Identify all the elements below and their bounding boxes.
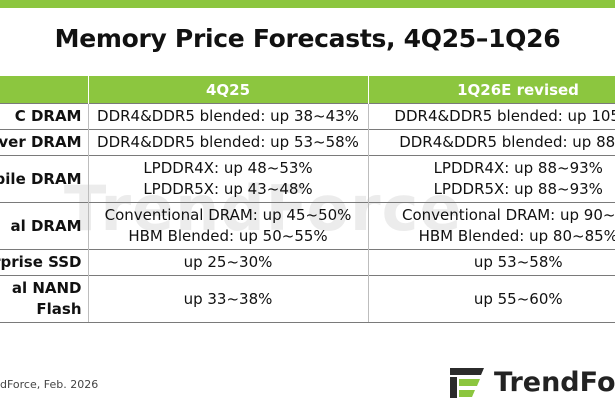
category-label: al NAND xyxy=(11,279,82,297)
cell-line: DDR4&DDR5 blended: up 53~58% xyxy=(97,133,359,151)
top-accent-bar xyxy=(0,0,615,8)
cell-1q26e: Conventional DRAM: up 90~95 HBM Blended:… xyxy=(367,202,615,250)
cell-line: Conventional DRAM: up 90~95 xyxy=(401,206,615,224)
row-category: al DRAM xyxy=(0,202,88,250)
cell-4q25: DDR4&DDR5 blended: up 38~43% xyxy=(87,103,368,130)
page-title: Memory Price Forecasts, 4Q25–1Q26 xyxy=(54,24,561,53)
cell-line: HBM Blended: up 50~55% xyxy=(128,227,328,245)
trendforce-logo-icon xyxy=(450,368,484,398)
cell-1q26e: DDR4&DDR5 blended: up 105~1 xyxy=(367,103,615,130)
cell-line: up 53~58% xyxy=(473,253,563,271)
header-category xyxy=(0,76,89,104)
table-row: al NAND Flash up 33~38% up 55~60% xyxy=(0,275,615,323)
cell-line: up 33~38% xyxy=(183,289,273,308)
cell-line: LPDDR5X: up 88~93% xyxy=(433,180,603,198)
category-label: ver DRAM xyxy=(0,133,82,151)
cell-line: DDR4&DDR5 blended: up 105~1 xyxy=(394,107,615,125)
table-row: rprise SSD up 25~30% up 53~58% xyxy=(0,249,615,276)
cell-4q25: up 25~30% xyxy=(87,249,368,276)
cell-1q26e: up 53~58% xyxy=(367,249,615,276)
cell-4q25: Conventional DRAM: up 45~50% HBM Blended… xyxy=(87,202,368,250)
table-row: bile DRAM LPDDR4X: up 48~53% LPDDR5X: up… xyxy=(0,155,615,203)
category-label: bile DRAM xyxy=(0,169,82,188)
source-note: dForce, Feb. 2026 xyxy=(0,378,99,391)
cell-line: LPDDR5X: up 43~48% xyxy=(143,180,313,198)
table-row: al DRAM Conventional DRAM: up 45~50% HBM… xyxy=(0,202,615,250)
cell-line: LPDDR4X: up 88~93% xyxy=(433,159,603,177)
cell-1q26e: LPDDR4X: up 88~93% LPDDR5X: up 88~93% xyxy=(367,155,615,203)
row-category: ver DRAM xyxy=(0,129,88,156)
table-row: C DRAM DDR4&DDR5 blended: up 38~43% DDR4… xyxy=(0,103,615,130)
category-label: Flash xyxy=(36,300,82,318)
header-1q26e: 1Q26E revised xyxy=(368,76,615,104)
table-row: ver DRAM DDR4&DDR5 blended: up 53~58% DD… xyxy=(0,129,615,156)
category-label: C DRAM xyxy=(14,107,82,125)
header-4q25: 4Q25 xyxy=(88,76,369,104)
cell-1q26e: DDR4&DDR5 blended: up 88~9 xyxy=(367,129,615,156)
cell-line: up 55~60% xyxy=(473,289,563,308)
logo-wordmark: TrendFo xyxy=(494,367,615,398)
cell-1q26e: up 55~60% xyxy=(367,275,615,323)
cell-4q25: up 33~38% xyxy=(87,275,368,323)
forecast-table: 4Q25 1Q26E revised C DRAM DDR4&DDR5 blen… xyxy=(0,76,615,323)
row-category: rprise SSD xyxy=(0,249,88,276)
cell-line: HBM Blended: up 80~85% xyxy=(418,227,615,245)
cell-4q25: LPDDR4X: up 48~53% LPDDR5X: up 43~48% xyxy=(87,155,368,203)
cell-line: up 25~30% xyxy=(183,253,273,271)
table-header-row: 4Q25 1Q26E revised xyxy=(0,76,615,104)
cell-4q25: DDR4&DDR5 blended: up 53~58% xyxy=(87,129,368,156)
forecast-table-wrapper: 4Q25 1Q26E revised C DRAM DDR4&DDR5 blen… xyxy=(0,76,615,344)
cell-line: DDR4&DDR5 blended: up 38~43% xyxy=(97,107,359,125)
cell-line: LPDDR4X: up 48~53% xyxy=(143,159,313,177)
cell-line: DDR4&DDR5 blended: up 88~9 xyxy=(399,133,615,151)
row-category: al NAND Flash xyxy=(0,275,88,323)
category-label: al DRAM xyxy=(10,216,82,235)
row-category: bile DRAM xyxy=(0,155,88,203)
category-label: rprise SSD xyxy=(0,253,82,271)
cell-line: Conventional DRAM: up 45~50% xyxy=(104,206,352,224)
row-category: C DRAM xyxy=(0,103,88,130)
